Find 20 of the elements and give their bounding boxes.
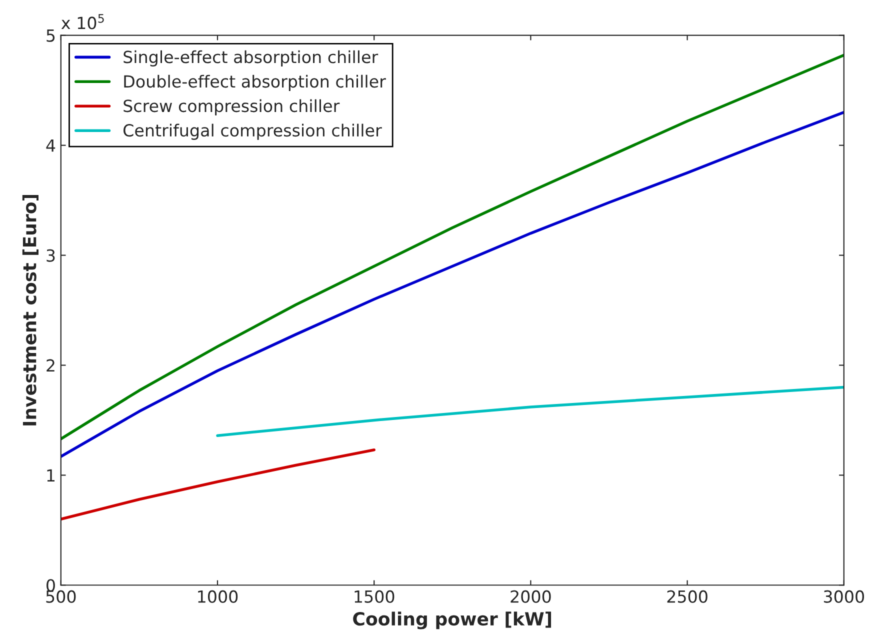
x-tick-label: 1000 [198, 590, 238, 603]
x-tick-label: 2000 [510, 590, 551, 603]
x-tick-label: 3000 [824, 590, 864, 603]
y-tick-label: 1 [47, 469, 54, 482]
text: x 10$^{5}$ [61, 14, 104, 30]
x-tick-label: 500 [46, 590, 76, 603]
y-tick-label: 4 [46, 140, 56, 152]
line-series [60, 448, 376, 521]
legend-label: Single-effect absorption chiller [124, 50, 378, 66]
x-axis-title: Cooling power [kW] [353, 612, 552, 630]
legend-label: Centrifugal compression chiller [124, 124, 382, 140]
legend-label: Screw compression chiller [124, 99, 340, 116]
line-series [216, 386, 844, 437]
y-tick-label: 5 [46, 30, 55, 42]
y-tick-label: 2 [46, 359, 54, 372]
y-axis-title: Investment cost [Euro] [22, 195, 39, 426]
y-tick-label: 3 [46, 249, 55, 262]
x-tick-label: 2500 [667, 590, 708, 603]
legend-label: Double-effect absorption chiller [124, 74, 386, 91]
x-tick-label: 1500 [354, 590, 394, 603]
